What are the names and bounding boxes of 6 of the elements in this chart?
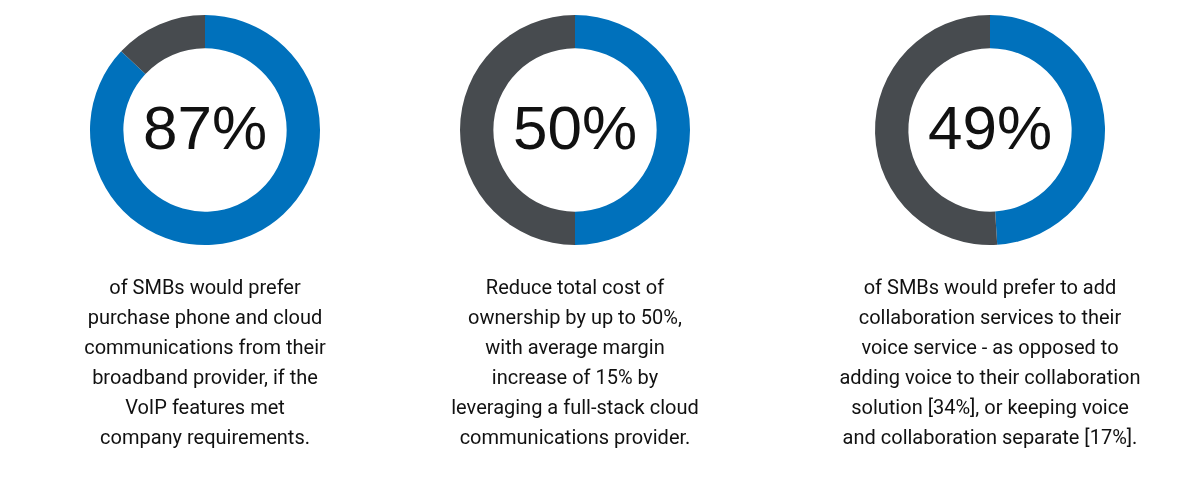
text: of SMBs would prefer to add collaboration services to their voice service - as opposed to adding voice to their collaboration solution [34%], or keeping voice and collaboration separate [17%]. [838, 274, 1142, 451]
data-label: 49% [927, 93, 1053, 163]
text: of SMBs would prefer purchase phone and cloud communications from their broadband provider, if the VoIP features met company requirements. [83, 274, 327, 451]
text: Reduce total cost of ownership by up to 50%, with average margin increase of 15% by leveraging a full-stack cloud communications provider. [450, 274, 700, 451]
data-label: 50% [512, 93, 638, 163]
data-label: 87% [142, 93, 268, 163]
